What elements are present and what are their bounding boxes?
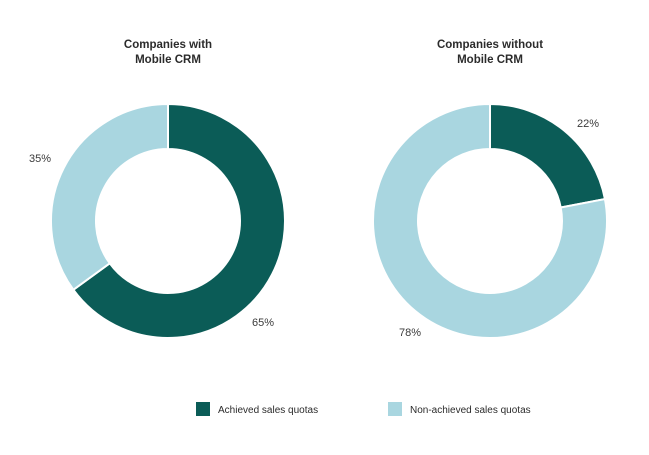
chart-title-line-2: Mobile CRM: [135, 54, 201, 66]
slice-label-achieved: 22%: [577, 118, 599, 130]
chart-title-line-2: Mobile CRM: [457, 54, 523, 66]
donut-slice-non-achieved: [372, 102, 608, 339]
legend-label-non-achieved: Non-achieved sales quotas: [410, 405, 531, 416]
donut-chart-without-mobile-crm: Companies without Mobile CRM 22% 78%: [372, 39, 608, 339]
slice-label-non-achieved: 35%: [29, 153, 51, 165]
legend-swatch-achieved: [196, 402, 210, 416]
donut-slice-achieved: [71, 102, 286, 339]
slice-label-achieved: 65%: [252, 317, 274, 329]
donut-chart-with-mobile-crm: Companies with Mobile CRM 65% 35%: [29, 39, 286, 339]
chart-title-line-1: Companies with: [124, 39, 212, 51]
slice-label-non-achieved: 78%: [399, 327, 421, 339]
legend-swatch-non-achieved: [388, 402, 402, 416]
donut-slice-non-achieved: [50, 102, 169, 292]
legend: Achieved sales quotas Non-achieved sales…: [196, 402, 531, 416]
chart-title-line-1: Companies without: [437, 39, 543, 51]
legend-label-achieved: Achieved sales quotas: [218, 405, 318, 416]
